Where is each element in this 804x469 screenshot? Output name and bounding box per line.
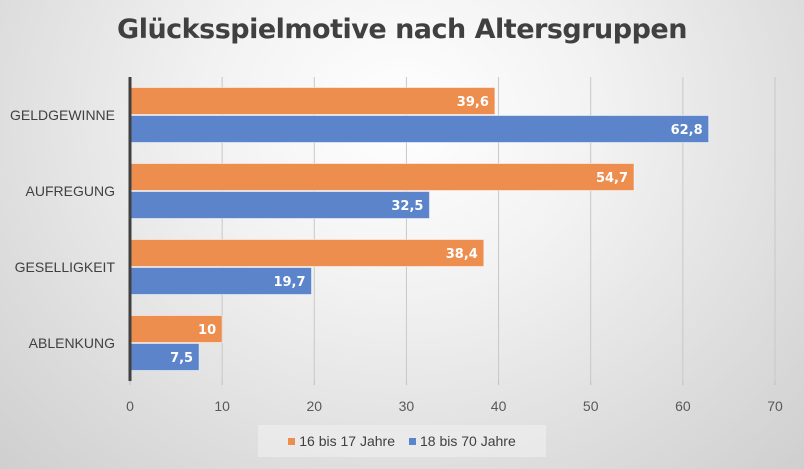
x-tick-label: 70 (767, 398, 783, 414)
legend-item-series-1[interactable]: 18 bis 70 Jahre (409, 433, 516, 449)
data-label: 39,6 (457, 95, 489, 110)
bar (129, 315, 223, 343)
legend-label-series-1: 18 bis 70 Jahre (420, 433, 516, 449)
data-label: 38,4 (446, 247, 478, 262)
bar (129, 239, 485, 267)
data-label: 10 (198, 323, 216, 338)
data-label: 32,5 (391, 199, 423, 214)
data-label: 19,7 (273, 275, 305, 290)
x-tick-label: 50 (583, 398, 599, 414)
x-tick-label: 10 (214, 398, 230, 414)
data-label: 62,8 (671, 123, 703, 138)
x-tick-label: 30 (399, 398, 415, 414)
bar (129, 267, 313, 295)
legend-item-series-0[interactable]: 16 bis 17 Jahre (288, 433, 395, 449)
bar (129, 163, 635, 191)
legend-swatch-series-1 (409, 437, 416, 445)
legend-label-series-0: 16 bis 17 Jahre (299, 433, 395, 449)
x-tick-label: 60 (675, 398, 691, 414)
bar (129, 191, 430, 219)
category-label: GESELLIGKEIT (15, 259, 116, 275)
x-tick-label: 40 (491, 398, 507, 414)
category-label: AUFREGUNG (26, 183, 115, 199)
chart-title: Glücksspielmotive nach Altersgruppen (117, 14, 687, 45)
category-label: ABLENKUNG (29, 335, 115, 351)
x-tick-label: 20 (306, 398, 322, 414)
x-tick-label: 0 (126, 398, 134, 414)
category-label: GELDGEWINNE (10, 107, 115, 123)
legend: 16 bis 17 Jahre 18 bis 70 Jahre (258, 425, 546, 457)
bar (129, 115, 710, 143)
legend-swatch-series-0 (288, 437, 296, 445)
bar (129, 87, 496, 115)
data-label: 7,5 (170, 351, 193, 366)
data-label: 54,7 (596, 171, 628, 186)
bar (129, 343, 200, 371)
